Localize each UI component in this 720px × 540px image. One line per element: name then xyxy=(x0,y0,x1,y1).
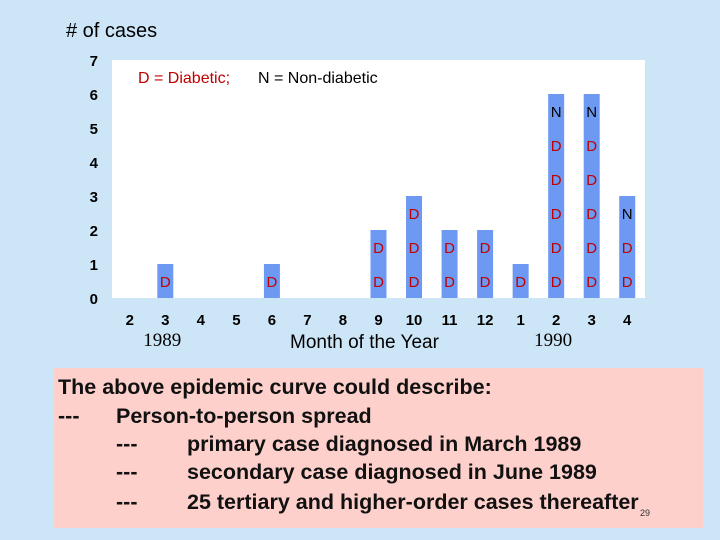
caption-dash-3: --- xyxy=(116,432,138,456)
y-tick-label: 5 xyxy=(90,121,98,138)
case-marker-diabetic: D xyxy=(586,138,597,155)
caption-line-3: primary case diagnosed in March 1989 xyxy=(187,432,582,456)
x-tick-label: 9 xyxy=(374,312,382,329)
x-tick-label: 8 xyxy=(339,312,347,329)
y-tick-label: 1 xyxy=(90,257,98,274)
case-marker-diabetic: D xyxy=(266,274,277,291)
bar xyxy=(583,94,600,298)
case-marker-diabetic: D xyxy=(160,274,171,291)
y-tick-label: 4 xyxy=(90,155,99,172)
caption-dash-5: --- xyxy=(116,490,138,514)
case-marker-diabetic: D xyxy=(551,240,562,257)
case-marker-diabetic: D xyxy=(551,138,562,155)
caption-dash-4: --- xyxy=(116,460,138,484)
y-tick-labels: 0 1 2 3 4 5 6 7 xyxy=(90,53,99,308)
x-tick-label: 10 xyxy=(406,312,423,329)
x-tick-label: 6 xyxy=(268,312,276,329)
case-marker-diabetic: D xyxy=(551,274,562,291)
bar xyxy=(477,230,494,298)
bar xyxy=(370,230,387,298)
bar xyxy=(157,264,174,298)
caption-line-4: secondary case diagnosed in June 1989 xyxy=(187,460,597,484)
x-tick-label: 2 xyxy=(126,312,134,329)
x-tick-label: 2 xyxy=(552,312,560,329)
bar xyxy=(548,94,565,298)
x-tick-label: 1 xyxy=(516,312,524,329)
case-marker-diabetic: D xyxy=(586,206,597,223)
case-marker-diabetic: D xyxy=(409,274,420,291)
case-marker-nondiabetic: N xyxy=(622,206,633,223)
caption-line-2: Person-to-person spread xyxy=(116,404,372,428)
bar xyxy=(263,264,280,298)
slide-number: 29 xyxy=(640,508,651,518)
caption-box: The above epidemic curve could describe:… xyxy=(54,368,703,528)
case-marker-diabetic: D xyxy=(409,206,420,223)
year-label-1989: 1989 xyxy=(143,330,182,351)
case-marker-diabetic: D xyxy=(444,240,455,257)
y-tick-label: 2 xyxy=(90,223,98,240)
bar xyxy=(441,230,458,298)
x-tick-label: 11 xyxy=(442,312,458,329)
caption-dash-2: --- xyxy=(58,404,80,428)
case-marker-nondiabetic: N xyxy=(586,104,597,121)
caption-line-1: The above epidemic curve could describe: xyxy=(58,375,492,399)
case-marker-diabetic: D xyxy=(551,172,562,189)
x-tick-labels: 2 3 4 5 6 7 8 9 10 11 12 1 2 3 4 xyxy=(126,312,632,329)
case-marker-diabetic: D xyxy=(480,240,491,257)
case-marker-diabetic: D xyxy=(622,240,633,257)
case-marker-diabetic: D xyxy=(586,172,597,189)
x-tick-label: 3 xyxy=(161,312,169,329)
y-tick-label: 6 xyxy=(90,87,98,104)
case-marker-diabetic: D xyxy=(551,206,562,223)
y-tick-label: 3 xyxy=(90,189,98,206)
legend-nondiabetic: N = Non-diabetic xyxy=(258,70,378,87)
y-tick-label: 0 xyxy=(90,291,98,308)
caption-line-5: 25 tertiary and higher-order cases there… xyxy=(187,490,639,514)
case-marker-diabetic: D xyxy=(373,240,384,257)
x-tick-label: 5 xyxy=(232,312,240,329)
x-axis-title: Month of the Year xyxy=(290,332,439,353)
case-marker-diabetic: D xyxy=(444,274,455,291)
case-marker-diabetic: D xyxy=(515,274,526,291)
case-marker-nondiabetic: N xyxy=(551,104,562,121)
case-marker-diabetic: D xyxy=(409,240,420,257)
x-tick-label: 3 xyxy=(588,312,596,329)
legend-diabetic: D = Diabetic; xyxy=(138,70,230,87)
case-marker-diabetic: D xyxy=(480,274,491,291)
year-label-1990: 1990 xyxy=(534,330,573,351)
bar xyxy=(406,196,423,298)
case-marker-diabetic: D xyxy=(586,274,597,291)
x-tick-label: 4 xyxy=(623,312,632,329)
bar xyxy=(619,196,636,298)
y-axis-title: # of cases xyxy=(66,20,158,42)
x-tick-label: 12 xyxy=(477,312,494,329)
y-tick-label: 7 xyxy=(90,53,98,70)
bar xyxy=(512,264,529,298)
case-marker-diabetic: D xyxy=(373,274,384,291)
x-tick-label: 7 xyxy=(303,312,311,329)
x-tick-label: 4 xyxy=(197,312,206,329)
case-marker-diabetic: D xyxy=(622,274,633,291)
case-marker-diabetic: D xyxy=(586,240,597,257)
